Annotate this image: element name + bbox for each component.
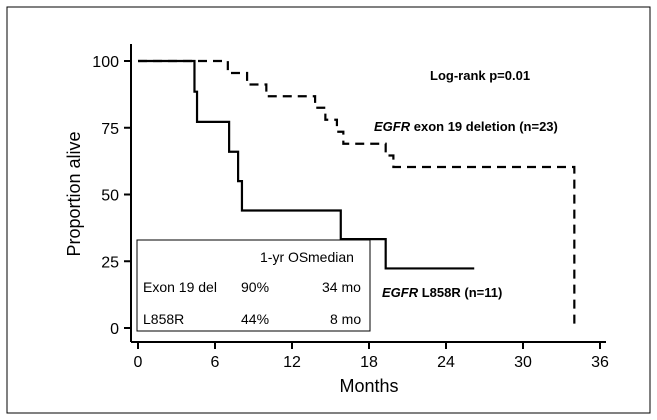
x-tick-label: 30 — [514, 354, 532, 371]
x-tick-label: 0 — [134, 354, 143, 371]
x-axis-label: Months — [339, 376, 398, 396]
summary-table: 1-yr OS median Exon 19 del 90% 34 mo L85… — [136, 239, 371, 332]
y-tick-label: 25 — [101, 254, 119, 271]
table-row-label: Exon 19 del — [143, 279, 217, 295]
exon19-series-label: EGFR exon 19 deletion (n=23) — [374, 119, 558, 134]
x-tick-label: 36 — [591, 354, 609, 371]
l858r-label-rest: L858R (n=11) — [418, 285, 502, 300]
x-tick-label: 18 — [360, 354, 378, 371]
table-row-os: 90% — [241, 279, 269, 295]
exon19-gene-label: EGFR — [374, 119, 411, 134]
y-tick-label: 0 — [110, 321, 119, 338]
figure-border — [6, 6, 651, 414]
summary-table-box — [136, 239, 371, 332]
l858r-gene-label: EGFR — [382, 285, 419, 300]
exon19-deletion-curve — [138, 59, 576, 328]
x-tick-label: 24 — [437, 354, 455, 371]
y-tick-label: 75 — [101, 121, 119, 138]
table-row-median: 34 mo — [322, 279, 361, 295]
x-tick-label: 12 — [283, 354, 301, 371]
survival-curves — [138, 59, 576, 328]
axis-ticks: 0 6 12 18 24 30 36 0 25 50 75 100 — [92, 54, 609, 371]
y-tick-label: 100 — [92, 54, 119, 71]
y-axis-label: Proportion alive — [64, 131, 84, 256]
exon19-label-rest: exon 19 deletion (n=23) — [410, 119, 558, 134]
l858r-curve — [138, 59, 475, 270]
table-header-median: median — [308, 249, 354, 265]
l858r-series-label: EGFR L858R (n=11) — [382, 285, 502, 300]
x-tick-label: 6 — [211, 354, 220, 371]
table-row-median: 8 mo — [330, 311, 361, 327]
table-row-os: 44% — [241, 311, 269, 327]
table-row-label: L858R — [143, 311, 184, 327]
table-header-os: 1-yr OS — [260, 249, 308, 265]
logrank-annotation: Log-rank p=0.01 — [430, 68, 530, 83]
y-tick-label: 50 — [101, 188, 119, 205]
